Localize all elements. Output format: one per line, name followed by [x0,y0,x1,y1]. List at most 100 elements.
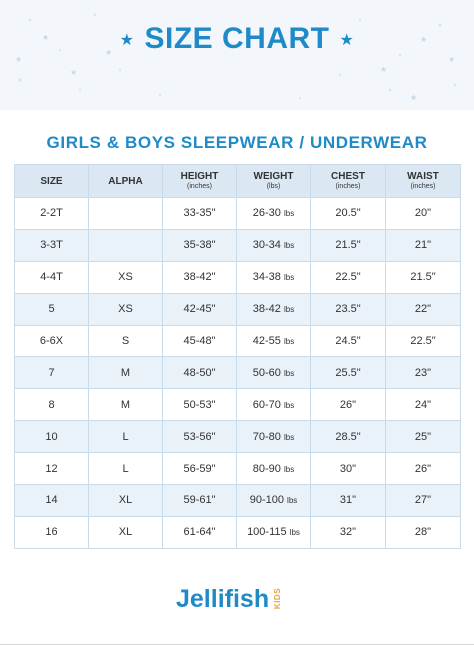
cell-waist: 28" [385,515,461,549]
cell-alpha: L [88,452,163,486]
page-title: ★ SIZE CHART ★ [0,22,474,56]
svg-text:★: ★ [42,33,49,42]
cell-waist: 22.5" [385,324,461,358]
cell-alpha: S [88,324,163,358]
cell-chest: 24.5" [310,324,386,358]
cell-size: 2-2T [14,197,89,230]
weight-unit: lbs [283,432,295,442]
table-subtitle: GIRLS & BOYS SLEEPWEAR / UNDERWEAR [46,133,428,152]
cell-waist: 21.5" [385,260,461,294]
weight-unit: lbs [289,528,300,538]
size-chart-table: SIZE ALPHA HEIGHT (inches) WEIGHT (lbs) CH… [14,164,461,549]
column-header-alpha: ALPHA [88,164,163,198]
table-row: 8 M 50-53" 60-70 lbs 26" 24" [14,388,461,422]
page-title-text: SIZE CHART [144,22,330,55]
cell-chest: 20.5" [310,197,386,230]
column-header-waist: WAIST (inches) [385,164,461,198]
cell-height: 35-38" [162,228,237,262]
table-row: 7 M 48-50" 50-60 lbs 25.5" 23" [14,356,461,390]
logo-kids-tag: KIDS [273,587,283,610]
cell-height: 61-64" [162,515,237,549]
column-header-height: HEIGHT (inches) [162,164,237,198]
weight-unit: lbs [283,368,295,378]
svg-text:★: ★ [15,55,22,64]
cell-chest: 31" [310,484,386,517]
weight-unit: lbs [283,337,295,346]
cell-chest: 30" [310,452,386,486]
svg-text:★: ★ [420,35,427,44]
cell-alpha: XS [88,292,163,326]
weight-unit: lbs [283,209,295,219]
cell-chest: 25.5" [310,356,386,390]
cell-weight: 70-80 lbs [236,420,311,454]
header-banner: ★ ★ ★ ★ ★ ★ ★ ★ ★ SIZE CHART ★ [0,0,474,110]
cell-chest: 32" [310,515,386,549]
svg-text:★: ★ [448,55,455,64]
table-row: 3-3T 35-38" 30-34 lbs 21.5" 21" [14,228,461,262]
logo-wordmark: Jellifish [176,585,270,613]
cell-weight: 38-42 lbs [236,292,311,326]
cell-height: 48-50" [162,356,237,390]
table-row: 6-6X S 45-48" 42-55 lbs 24.5" 22.5" [14,324,461,358]
cell-waist: 27" [385,484,461,517]
cell-size: 12 [14,452,89,486]
cell-waist: 20" [385,197,461,230]
cell-alpha: L [88,420,163,454]
weight-unit: lbs [283,400,295,410]
table-row: 4-4T XS 38-42" 34-38 lbs 22.5" 21.5" [14,260,461,294]
cell-size: 16 [14,515,89,549]
weight-unit: lbs [287,496,298,506]
cell-waist: 23" [385,356,461,390]
column-header-chest: CHEST (inches) [310,164,386,198]
cell-alpha [88,197,163,230]
weight-unit: lbs [283,305,295,315]
cell-height: 53-56" [162,420,237,454]
cell-height: 45-48" [162,324,237,358]
cell-weight: 30-34 lbs [236,228,311,262]
weight-unit: lbs [283,273,295,283]
cell-waist: 22" [385,292,461,326]
table-row: 5 XS 42-45" 38-42 lbs 23.5" 22" [14,292,461,326]
cell-size: 4-4T [14,260,89,294]
cell-chest: 26" [310,388,386,422]
table-row: 10 L 53-56" 70-80 lbs 28.5" 25" [14,420,461,454]
weight-unit: lbs [283,241,295,251]
cell-height: 56-59" [162,452,237,486]
cell-weight: 80-90 lbs [236,452,311,486]
star-icon: ★ [339,32,355,50]
cell-weight: 26-30 lbs [236,197,311,230]
cell-height: 59-61" [162,484,237,517]
cell-size: 8 [14,388,89,422]
cell-alpha: M [88,356,163,390]
svg-text:★: ★ [410,93,417,102]
cell-size: 5 [14,292,89,326]
cell-weight: 100-115 lbs [236,515,311,549]
cell-weight: 60-70 lbs [236,388,311,422]
jellifish-kids-logo: Jellifish KIDS [176,585,290,621]
cell-size: 10 [14,420,89,454]
cell-chest: 23.5" [310,292,386,326]
cell-alpha: XL [88,484,163,517]
cell-size: 14 [14,484,89,517]
footer-divider [0,644,474,645]
cell-height: 42-45" [162,292,237,326]
table-row: 12 L 56-59" 80-90 lbs 30" 26" [14,452,461,486]
cell-alpha: M [88,388,163,422]
star-pattern-background: ★ ★ ★ ★ ★ ★ ★ ★ [15,13,457,102]
table-body: 2-2T 33-35" 26-30 lbs 20.5" 20" 3-3T 35-38" 30-… [14,197,461,549]
svg-text:★: ★ [70,68,77,77]
table-row: 16 XL 61-64" 100-115 lbs 32" 28" [14,515,461,549]
cell-waist: 24" [385,388,461,422]
cell-size: 6-6X [14,324,89,358]
column-header-weight: WEIGHT (lbs) [236,164,311,198]
table-row: 2-2T 33-35" 26-30 lbs 20.5" 20" [14,197,461,230]
cell-chest: 28.5" [310,420,386,454]
cell-weight: 50-60 lbs [236,356,311,390]
cell-weight: 34-38 lbs [236,260,311,294]
cell-weight: 90-100 lbs [236,484,311,517]
cell-alpha [88,228,163,262]
cell-chest: 21.5" [310,228,386,262]
cell-alpha: XS [88,260,163,294]
cell-height: 38-42" [162,260,237,294]
star-icon: ★ [119,32,135,50]
